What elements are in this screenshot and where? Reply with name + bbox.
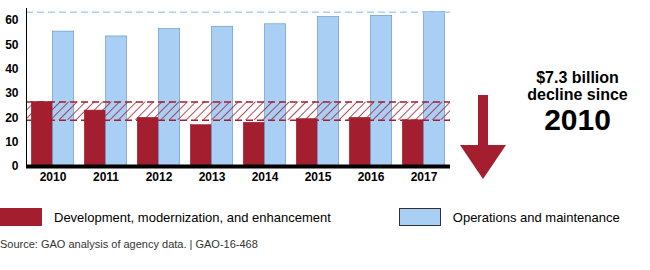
- svg-text:2015: 2015: [305, 170, 332, 184]
- svg-text:60: 60: [5, 13, 19, 27]
- svg-text:2013: 2013: [199, 170, 226, 184]
- html-text:$7.3 billion: $7.3 billion: [536, 69, 619, 86]
- svg-text:20: 20: [5, 111, 19, 125]
- svg-text:30: 30: [5, 86, 19, 100]
- html-text:2010: 2010: [544, 102, 611, 136]
- svg-text:2012: 2012: [146, 170, 173, 184]
- svg-text:40: 40: [5, 62, 19, 76]
- svg-text:2014: 2014: [252, 170, 279, 184]
- html-text:Development, modernization, an: Development, modernization, and enhancem…: [54, 209, 331, 225]
- html-text:decline since: decline since: [527, 85, 628, 103]
- html-text:Source: GAO analysis of agency: Source: GAO analysis of agency data. | G…: [0, 238, 258, 250]
- html-text:Operations and maintenance: Operations and maintenance: [452, 209, 620, 225]
- svg-text:0: 0: [12, 159, 19, 173]
- svg-text:2016: 2016: [358, 170, 385, 184]
- svg-text:2017: 2017: [411, 170, 438, 184]
- svg-text:50: 50: [5, 38, 19, 52]
- svg-text:2010: 2010: [40, 170, 67, 184]
- svg-text:10: 10: [5, 135, 19, 149]
- svg-text:2011: 2011: [93, 170, 119, 184]
